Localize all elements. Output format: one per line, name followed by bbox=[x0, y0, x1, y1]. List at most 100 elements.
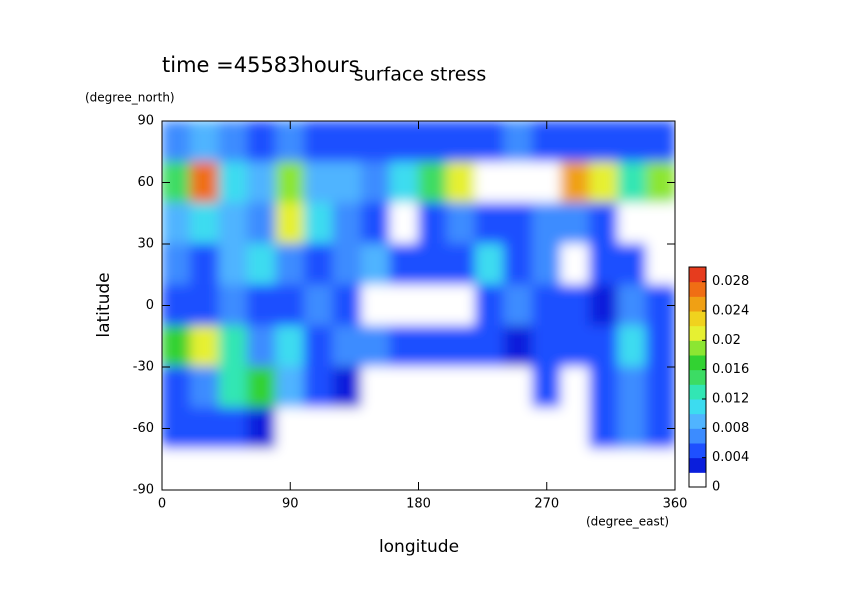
colorbar-tick-label: 0.028 bbox=[712, 274, 749, 289]
cell bbox=[332, 202, 362, 245]
cell bbox=[361, 202, 391, 245]
cell bbox=[617, 407, 647, 450]
colorbar-tick-label: 0 bbox=[712, 480, 720, 495]
cell bbox=[218, 325, 248, 368]
cell bbox=[503, 284, 533, 327]
cell bbox=[304, 161, 334, 204]
cell bbox=[389, 366, 419, 409]
cell bbox=[617, 448, 647, 490]
x-tick-label: 0 bbox=[158, 497, 166, 512]
cell bbox=[503, 448, 533, 490]
cell bbox=[646, 243, 675, 286]
cell bbox=[361, 448, 391, 490]
cell bbox=[475, 366, 505, 409]
cell bbox=[446, 407, 476, 450]
cell bbox=[418, 407, 448, 450]
cell bbox=[646, 325, 675, 368]
cell bbox=[589, 243, 619, 286]
colorbar-tick-label: 0.008 bbox=[712, 421, 749, 436]
cell bbox=[247, 448, 277, 490]
cell bbox=[332, 161, 362, 204]
cell bbox=[389, 448, 419, 490]
colorbar-swatch bbox=[689, 384, 706, 400]
cell bbox=[275, 366, 305, 409]
y-tick-label: -90 bbox=[133, 483, 154, 498]
cell bbox=[218, 448, 248, 490]
cell bbox=[418, 284, 448, 327]
cell bbox=[560, 407, 590, 450]
cell bbox=[190, 202, 220, 245]
colorbar-swatch bbox=[689, 472, 706, 488]
cell bbox=[218, 407, 248, 450]
cell bbox=[247, 325, 277, 368]
cell bbox=[617, 161, 647, 204]
y-tick-label: 60 bbox=[137, 175, 154, 190]
chart-title: surface stress bbox=[354, 64, 487, 86]
cell bbox=[532, 202, 562, 245]
cell bbox=[389, 325, 419, 368]
cell bbox=[475, 161, 505, 204]
cell bbox=[275, 161, 305, 204]
cell bbox=[617, 243, 647, 286]
cell bbox=[190, 121, 220, 163]
x-tick-label: 360 bbox=[663, 497, 688, 512]
cell bbox=[247, 243, 277, 286]
colorbar-swatch bbox=[689, 413, 706, 429]
colorbar-swatch bbox=[689, 428, 706, 444]
cell bbox=[218, 202, 248, 245]
cell bbox=[503, 202, 533, 245]
cell bbox=[560, 161, 590, 204]
cell bbox=[532, 284, 562, 327]
colorbar-swatch bbox=[689, 443, 706, 459]
y-tick-label: -60 bbox=[133, 421, 154, 436]
colorbar-tick-label: 0.02 bbox=[712, 333, 741, 348]
cell bbox=[190, 366, 220, 409]
cell bbox=[162, 325, 191, 368]
cell bbox=[418, 366, 448, 409]
colorbar-tick-label: 0.004 bbox=[712, 450, 749, 465]
x-unit: (degree_east) bbox=[586, 515, 669, 529]
cells bbox=[162, 121, 675, 490]
cell bbox=[503, 243, 533, 286]
colorbar-tick-label: 0.016 bbox=[712, 362, 749, 377]
cell bbox=[389, 121, 419, 163]
cell bbox=[446, 366, 476, 409]
cell bbox=[589, 366, 619, 409]
colorbar-frame bbox=[688, 266, 707, 488]
cell bbox=[218, 366, 248, 409]
cell bbox=[332, 121, 362, 163]
cell bbox=[304, 243, 334, 286]
cell bbox=[418, 448, 448, 490]
colorbar-swatch bbox=[689, 296, 706, 312]
y-unit: (degree_north) bbox=[85, 91, 175, 105]
y-tick-label: 30 bbox=[137, 237, 154, 252]
cell bbox=[646, 448, 675, 490]
cell bbox=[304, 448, 334, 490]
cell bbox=[475, 325, 505, 368]
cell bbox=[218, 161, 248, 204]
cell bbox=[532, 366, 562, 409]
cell bbox=[446, 284, 476, 327]
cell bbox=[589, 121, 619, 163]
cell bbox=[190, 325, 220, 368]
cell bbox=[560, 325, 590, 368]
cell bbox=[389, 284, 419, 327]
cell bbox=[218, 284, 248, 327]
cell bbox=[475, 243, 505, 286]
cell bbox=[389, 202, 419, 245]
cell bbox=[532, 325, 562, 368]
colorbar-swatch bbox=[689, 325, 706, 341]
cell bbox=[560, 366, 590, 409]
cell bbox=[589, 448, 619, 490]
x-tick-label: 180 bbox=[406, 497, 431, 512]
cell bbox=[190, 243, 220, 286]
cell bbox=[247, 202, 277, 245]
colorbar-swatch bbox=[689, 399, 706, 415]
cell bbox=[190, 448, 220, 490]
cell bbox=[560, 448, 590, 490]
x-axis-label: longitude bbox=[379, 537, 459, 557]
colorbar-swatch bbox=[689, 355, 706, 371]
cell bbox=[418, 121, 448, 163]
cell bbox=[275, 243, 305, 286]
